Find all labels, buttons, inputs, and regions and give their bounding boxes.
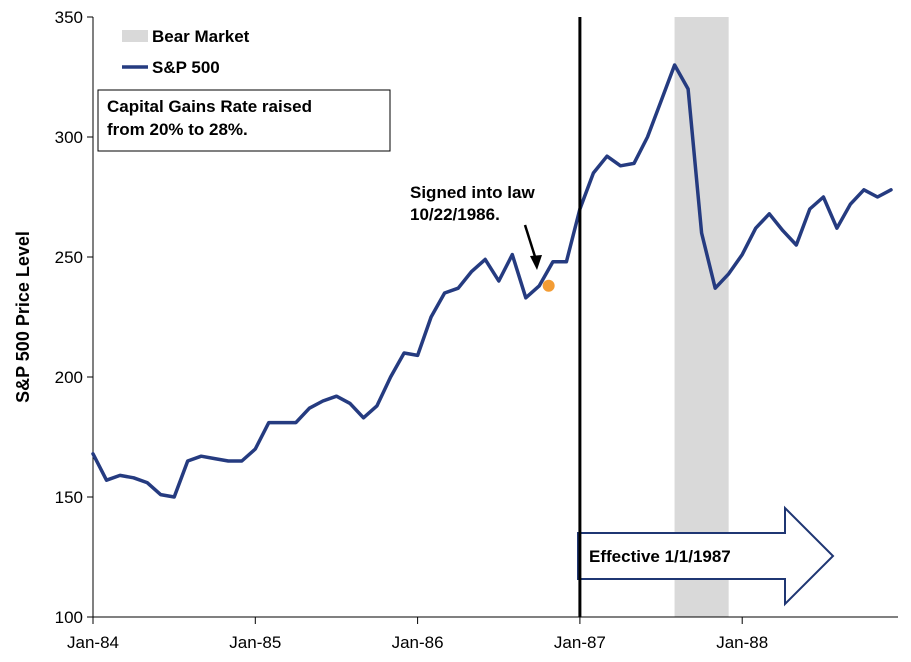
- signed-into-law-pointer: [523, 224, 542, 270]
- effective-arrow: Effective 1/1/1987: [577, 505, 835, 607]
- signed-into-law-label-line1: Signed into law: [410, 183, 535, 202]
- y-tick-label: 350: [55, 8, 83, 27]
- sp500-series-line: [91, 63, 893, 499]
- legend-label-sp500: S&P 500: [152, 58, 220, 77]
- y-tick-label: 300: [55, 128, 83, 147]
- y-tick-label: 100: [55, 608, 83, 627]
- y-tick-label: 150: [55, 488, 83, 507]
- x-tick-label: Jan-85: [229, 633, 281, 652]
- x-tick-label: Jan-88: [716, 633, 768, 652]
- y-axis-ticks: 100 150 200 250 300 350: [55, 8, 93, 627]
- legend-label-bear-market: Bear Market: [152, 27, 250, 46]
- capital-gains-line2: from 20% to 28%.: [107, 120, 248, 139]
- capital-gains-annotation: Capital Gains Rate raised from 20% to 28…: [97, 89, 391, 152]
- bear-market-shading: [674, 17, 729, 617]
- x-tick-label: Jan-86: [392, 633, 444, 652]
- y-axis-label: S&P 500 Price Level: [13, 231, 33, 403]
- x-tick-label: Jan-84: [67, 633, 119, 652]
- legend: Bear Market S&P 500: [122, 27, 250, 77]
- y-tick-label: 200: [55, 368, 83, 387]
- x-axis-ticks: Jan-84 Jan-85 Jan-86 Jan-87 Jan-88: [67, 617, 768, 652]
- signed-into-law-marker: [542, 279, 555, 292]
- y-tick-label: 250: [55, 248, 83, 267]
- signed-into-law-label-line2: 10/22/1986.: [410, 205, 500, 224]
- x-tick-label: Jan-87: [554, 633, 606, 652]
- effective-arrow-label: Effective 1/1/1987: [589, 547, 731, 566]
- legend-swatch-bear-market: [122, 30, 148, 42]
- capital-gains-line1: Capital Gains Rate raised: [107, 97, 312, 116]
- plot-frame: [92, 17, 898, 618]
